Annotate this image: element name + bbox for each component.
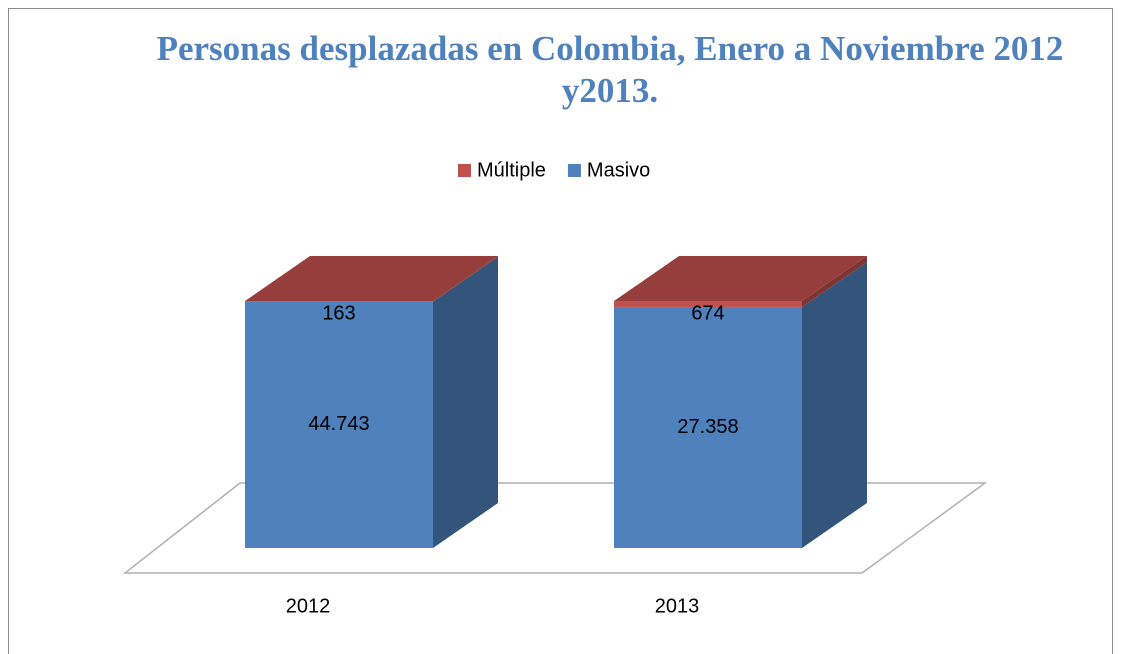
bar [614, 306, 802, 548]
bar-side [802, 261, 867, 548]
legend-label: Múltiple [477, 159, 546, 181]
data-label: 163 [322, 302, 355, 324]
bar-side [802, 256, 867, 307]
chart-title: Personas desplazadas en Colombia, Enero … [157, 29, 1064, 110]
legend-swatch [567, 164, 581, 177]
bar-side [433, 256, 498, 548]
legend-label: Masivo [587, 159, 650, 181]
data-label: 27.358 [677, 416, 738, 438]
x-tick-label: 2013 [655, 595, 700, 617]
data-label: 674 [691, 302, 724, 324]
legend-swatch [458, 164, 471, 177]
bar [245, 301, 433, 548]
data-label: 44.743 [308, 413, 369, 435]
bar-side [433, 256, 498, 302]
x-tick-label: 2012 [286, 595, 331, 617]
bar-top [245, 256, 498, 301]
bar-top [614, 256, 867, 301]
bar [614, 301, 802, 307]
bar [245, 301, 433, 302]
